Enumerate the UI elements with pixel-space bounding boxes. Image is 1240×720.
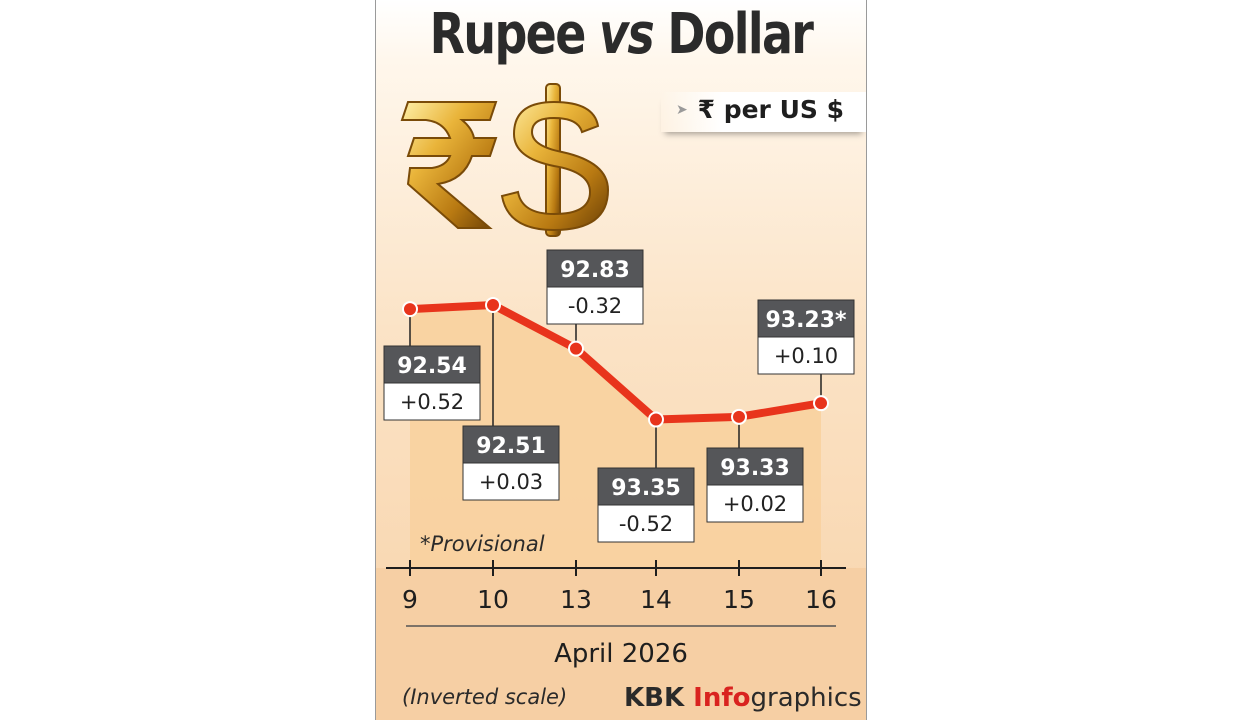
x-axis-label: April 2026 (554, 639, 688, 669)
data-point-9 (402, 301, 418, 318)
unit-label: ₹ per US $ (697, 95, 844, 124)
change-label-body (706, 484, 804, 523)
change-label-text: +0.52 (400, 390, 464, 414)
value-label-text: 92.83 (560, 258, 630, 283)
data-point-16 (813, 395, 829, 412)
value-label-text: 93.35 (611, 476, 681, 501)
value-label-header (383, 345, 481, 384)
value-label-10: 92.51 +0.03 (462, 425, 560, 501)
change-label-text: +0.02 (723, 492, 787, 516)
value-label-header (546, 249, 644, 288)
unit-strip (661, 92, 866, 132)
change-label-body (597, 504, 695, 543)
x-tick-label-9: 9 (402, 585, 418, 614)
value-label-14: 93.35 -0.52 (597, 467, 695, 543)
data-point-14 (648, 411, 664, 428)
x-axis-ticks: 9 10 13 14 15 16 (402, 560, 837, 614)
value-label-header (706, 447, 804, 486)
x-tick-label-15: 15 (723, 585, 755, 614)
change-label-body (383, 382, 481, 421)
change-label-text: -0.52 (619, 512, 673, 536)
value-label-9: 92.54 +0.52 (383, 345, 481, 421)
x-tick-label-16: 16 (805, 585, 837, 614)
rupee-symbol-icon (400, 101, 498, 229)
series-markers (402, 297, 829, 428)
x-tick-label-13: 13 (560, 585, 592, 614)
value-label-16: 93.23* +0.10 (757, 299, 855, 375)
provisional-note: *Provisional (420, 532, 545, 556)
change-label-body (757, 336, 855, 375)
value-label-header (757, 299, 855, 338)
value-label-text: 92.51 (476, 434, 546, 459)
change-label-body (546, 286, 644, 325)
data-point-15 (731, 408, 747, 425)
change-label-body (462, 462, 560, 501)
x-tick-label-14: 14 (640, 585, 672, 614)
value-label-text: 92.54 (397, 354, 467, 379)
change-label-text: +0.03 (479, 470, 543, 494)
axis-band (376, 568, 866, 720)
dollar-symbol-icon (500, 83, 610, 237)
value-label-header (597, 467, 695, 506)
value-label-15: 93.33 +0.02 (706, 447, 804, 523)
x-tick-label-10: 10 (477, 585, 509, 614)
inverted-scale-note: (Inverted scale) (402, 685, 567, 709)
change-label-text: +0.10 (774, 344, 838, 368)
data-point-10 (485, 297, 501, 313)
data-point-13 (568, 340, 584, 357)
value-label-text: 93.33 (720, 456, 790, 481)
series-line (406, 301, 825, 424)
credit-logo: KBK Infographics (624, 683, 862, 713)
change-label-text: -0.32 (568, 294, 622, 318)
currency-symbols-art (400, 83, 610, 237)
value-labels: 92.54 +0.52 92.51 +0.03 92.83 -0.32 93.35 -0.52… (383, 249, 855, 543)
line-chart: 92.54 +0.52 92.51 +0.03 92.83 -0.32 93.35 -0.52… (376, 249, 866, 720)
chart-title: Rupee vs Dollar (429, 2, 814, 67)
value-label-13: 92.83 -0.32 (546, 249, 644, 325)
infographic-card: Rupee vs Dollar ➤ ₹ per US $ 92.54 +0.52 9… (375, 0, 867, 720)
unit-arrow-icon: ➤ (676, 102, 688, 118)
value-label-text: 93.23* (765, 308, 847, 333)
